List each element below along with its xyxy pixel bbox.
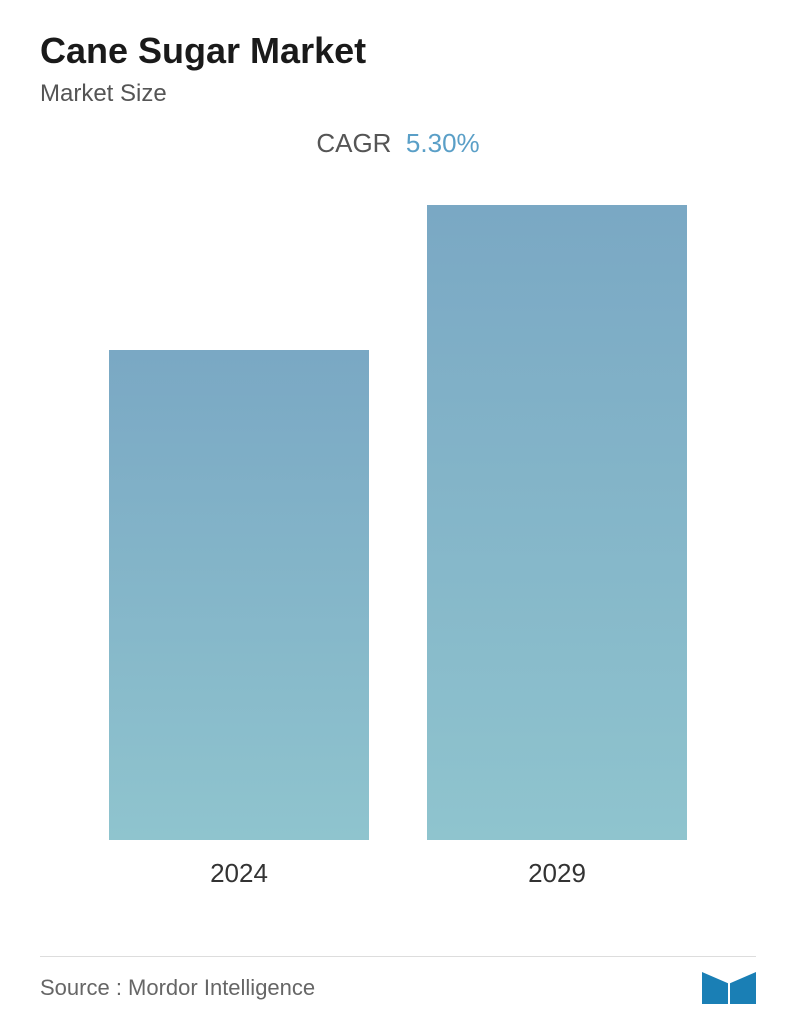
bar-chart: 2024 2029: [40, 189, 756, 889]
logo-right: [730, 972, 756, 1004]
page-subtitle: Market Size: [40, 80, 756, 108]
bar-label-2029: 2029: [528, 858, 586, 889]
bar-group-2024: 2024: [109, 350, 369, 889]
cagr-label: CAGR: [316, 128, 391, 159]
logo-left: [702, 972, 728, 1004]
cagr-row: CAGR 5.30%: [40, 128, 756, 159]
bar-2024: [109, 350, 369, 840]
page-title: Cane Sugar Market: [40, 30, 756, 72]
footer: Source : Mordor Intelligence: [40, 956, 756, 1004]
bar-label-2024: 2024: [210, 858, 268, 889]
bar-group-2029: 2029: [427, 205, 687, 889]
bar-2029: [427, 205, 687, 840]
source-label: Source : Mordor Intelligence: [40, 975, 315, 1001]
mordor-logo-icon: [702, 972, 756, 1004]
cagr-value: 5.30%: [406, 128, 480, 159]
